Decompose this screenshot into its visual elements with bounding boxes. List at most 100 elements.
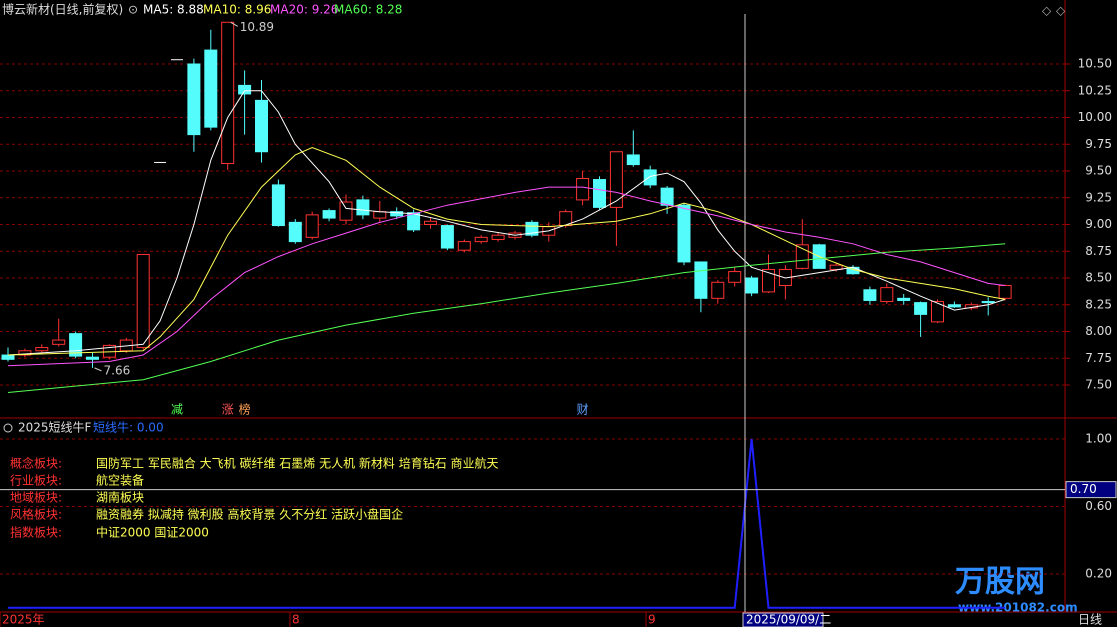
y-tick-label: 0.20 [1085,567,1112,581]
candle-body [339,201,353,221]
icon [3,423,13,433]
x-tick-label: 8 [292,613,300,627]
candle-body [880,287,894,303]
candle-body [407,212,421,231]
annotation-arrow [230,21,238,27]
date-box [742,612,824,627]
ma-line [7,186,1006,367]
candle-body [390,211,404,217]
y-tick-label: 9.75 [1085,137,1112,151]
candle-body [255,99,268,153]
candle-body [609,151,623,208]
y-tick-label: 8.25 [1085,297,1112,311]
candle-body [356,199,370,216]
legend-entry: MA60: 8.28 [334,3,402,17]
event-marker: 涨 [222,402,234,417]
x-tick-label: 2025年 [2,613,45,627]
legend-entry: MA10: 8.96 [203,3,271,17]
candle-body [795,244,809,269]
candle-body [998,284,1012,299]
event-marker: 财 [577,403,589,417]
indicator-line [8,438,1006,609]
y-tick-label: 10.50 [1078,57,1112,71]
y-tick-label: 8.00 [1085,324,1112,338]
candle-body [897,297,911,301]
icon[interactable]: ◇ [1056,4,1066,18]
info-label: 概念板块: [10,456,62,471]
min-label: 7.66 [104,363,131,377]
candle-body [373,211,387,219]
ma-line [7,243,1006,393]
icon: ⊙ [128,3,138,17]
chart-title: 博云新材(日线,前复权) [2,2,123,17]
info-text: 湖南板块 [96,490,144,505]
candle-body [914,302,928,315]
candle-body [593,179,606,208]
period-label: 日线 [1078,613,1102,627]
candle-body [626,154,640,166]
y-tick-label: 10.25 [1078,83,1112,97]
y-tick-label: 10.00 [1078,110,1112,124]
info-label: 指数板块: [10,525,62,540]
crosshair-date: 2025/09/09/二 [746,613,831,627]
y-tick-label: 8.50 [1085,271,1112,285]
crosshair-value: 0.70 [1070,482,1097,496]
info-text: 融资融券 拟减持 微利股 高校背景 久不分红 活跃小盘国企 [96,507,403,522]
info-text: 中证2000 国证2000 [96,525,209,540]
info-text: 航空装备 [96,473,144,488]
candle-body [711,281,725,299]
candle-body [86,356,99,360]
candle-body [829,264,843,270]
event-marker: 榜 [239,402,251,417]
legend-entry: MA5: 8.88 [143,3,204,17]
y-tick-label: 9.00 [1085,217,1112,231]
candle-body [271,184,285,227]
candle-body [424,220,437,225]
y-tick-label: 7.75 [1085,351,1112,365]
candle-body [305,214,319,238]
candle-body [491,234,505,240]
candle-body [221,21,235,165]
y-tick-label: 9.25 [1085,190,1112,204]
annotation-arrow [94,367,102,372]
candle-body [440,225,454,249]
indicator-title: 2025短线牛F [18,420,92,435]
logo: 万股网 [955,565,1045,600]
candle-body [576,177,590,201]
candle-body [694,261,708,299]
candle-body [474,236,488,243]
candle-body [947,304,961,308]
y-tick-label: 9.50 [1085,164,1112,178]
candle-body [238,84,252,95]
candle-body [762,268,775,293]
candle-body [863,289,877,301]
candle-body [35,347,49,352]
candle-body [745,277,759,294]
icon[interactable]: ◇ [1042,4,1052,18]
info-label: 风格板块: [10,507,62,522]
candle-body [643,169,657,186]
ma-line [7,146,1006,356]
candle-body [677,204,691,263]
candle-body [136,253,150,349]
indicator-legend: 短线牛: 0.00 [93,420,164,435]
candle-body [981,301,995,304]
candle-body [288,221,302,243]
legend-entry: MA20: 9.26 [270,3,338,17]
candle-body [1,354,15,360]
candle-body [457,241,471,251]
candle-body [187,63,201,136]
event-marker: 减 [171,403,183,417]
y-tick-label: 8.75 [1085,244,1112,258]
info-label: 行业板块: [10,474,62,488]
x-tick-label: 9 [648,613,656,627]
info-text: 国防军工 军民融合 大飞机 碳纤维 石墨烯 无人机 新材料 培育钻石 商业航天 [96,456,499,471]
crosshair-box [1065,481,1117,499]
candle-body [322,210,336,219]
y-tick-label: 7.50 [1085,378,1112,392]
candle-body [728,271,742,283]
info-label: 地域板块: [10,491,62,505]
logo-url: www.201082.com [958,601,1078,615]
